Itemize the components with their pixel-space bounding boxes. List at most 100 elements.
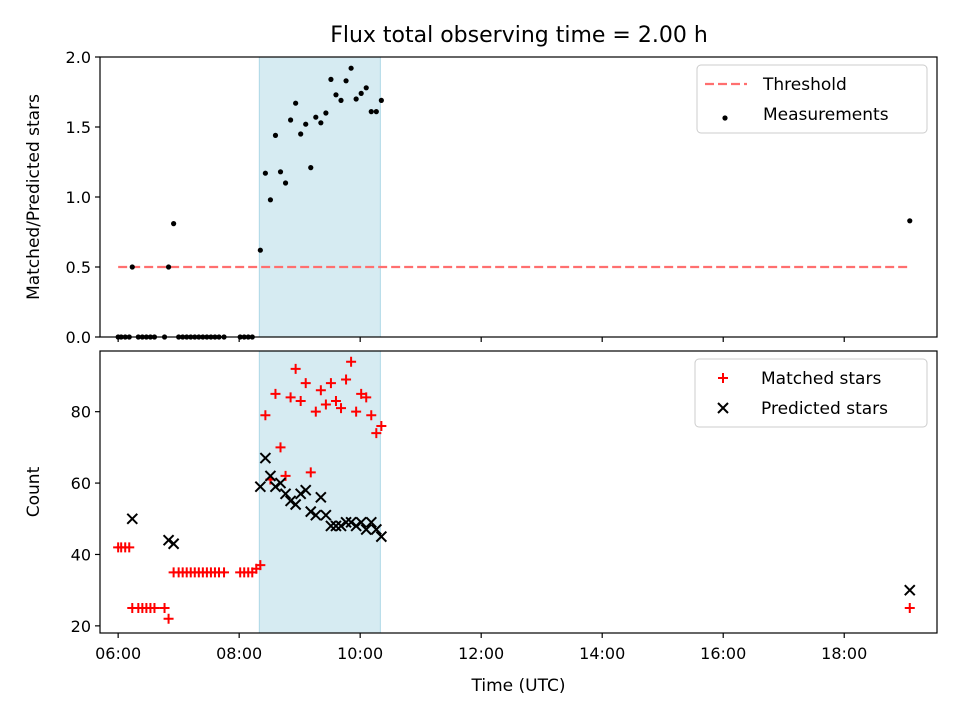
x-tick-label: 08:00	[216, 644, 262, 663]
legend-label: Matched stars	[761, 369, 881, 389]
bottom-panel: 20 40 60 80 06:00 08:00 10:00 12:00 14:00 16:00 18…	[24, 350, 938, 696]
data-point	[305, 505, 317, 518]
y-tick-label: 0.5	[66, 258, 91, 277]
y-tick-label: 1.5	[66, 118, 91, 137]
x-tick-label: 06:00	[95, 644, 141, 663]
data-point	[350, 520, 362, 532]
data-point	[264, 470, 277, 482]
x-tick-label: 16:00	[700, 644, 746, 663]
data-point	[358, 90, 364, 96]
y-tick-label: 40	[71, 545, 91, 564]
y-axis-label: Matched/Predicted stars	[24, 94, 44, 300]
data-point	[171, 221, 177, 227]
data-point	[282, 180, 289, 186]
data-point	[293, 100, 299, 106]
data-point	[360, 523, 372, 536]
data-point	[310, 406, 321, 417]
legend-x-swatch	[717, 402, 729, 414]
data-point	[290, 363, 301, 374]
data-point	[341, 374, 352, 385]
x-tick-label: 14:00	[579, 644, 625, 663]
data-point	[356, 388, 367, 399]
data-point	[162, 534, 175, 546]
data-point	[267, 197, 274, 203]
x-tick-label: 12:00	[458, 644, 504, 663]
legend: Matched stars Predicted stars	[694, 358, 928, 428]
data-point	[277, 169, 284, 175]
legend-label: Threshold	[762, 75, 847, 95]
series-predicted-stars	[126, 452, 916, 596]
data-point	[126, 513, 138, 525]
data-point	[313, 114, 319, 120]
data-point	[333, 92, 339, 98]
data-point	[368, 109, 374, 115]
legend-box	[694, 358, 928, 428]
data-point	[284, 495, 297, 507]
x-tick-label: 10:00	[337, 644, 383, 663]
data-point	[294, 488, 307, 500]
data-point	[376, 420, 387, 431]
data-point	[325, 520, 337, 532]
data-point	[285, 392, 296, 403]
data-point	[338, 97, 344, 103]
plot-frame	[99, 350, 938, 634]
y-axis-label: Count	[24, 466, 44, 517]
data-point	[295, 395, 306, 406]
data-point	[351, 406, 362, 417]
data-point	[907, 218, 913, 224]
data-point	[365, 516, 377, 529]
data-point	[373, 109, 379, 115]
shaded-interval	[258, 56, 381, 338]
data-point	[300, 484, 312, 496]
data-point	[370, 523, 383, 536]
data-point	[272, 132, 279, 138]
figure-title: Flux total observing time = 2.00 h	[330, 23, 708, 48]
data-point	[345, 516, 357, 529]
top-panel: 0.0 0.5 1.0 1.5 2.0 Matched/Predicted stars Th…	[24, 48, 938, 347]
data-point	[320, 509, 332, 521]
data-point	[165, 264, 172, 270]
y-tick-label: 2.0	[66, 48, 91, 67]
data-point	[343, 78, 349, 84]
y-tick-label: 0.0	[66, 328, 91, 347]
data-point	[254, 480, 267, 493]
data-point	[346, 356, 357, 367]
data-point	[303, 121, 309, 127]
data-point	[330, 395, 341, 406]
y-tick-label: 80	[71, 403, 91, 422]
y-tick-label: 1.0	[66, 188, 91, 207]
data-point	[124, 542, 135, 553]
legend-box	[696, 64, 928, 134]
data-point	[298, 131, 304, 137]
data-point	[355, 516, 367, 529]
data-point	[378, 97, 384, 103]
data-point	[287, 117, 294, 123]
data-point	[904, 603, 915, 614]
data-point	[320, 399, 331, 410]
y-tick-label: 20	[71, 617, 91, 636]
data-point	[375, 530, 388, 543]
data-point	[257, 247, 263, 253]
data-point	[315, 385, 326, 396]
data-point	[167, 538, 180, 550]
data-point	[260, 410, 271, 421]
data-point	[274, 477, 287, 489]
y-tick-label: 60	[71, 474, 91, 493]
data-point	[308, 165, 314, 171]
series-measurements	[115, 65, 913, 340]
data-point	[219, 567, 230, 578]
data-point	[289, 498, 302, 511]
data-point	[353, 96, 359, 102]
data-point	[159, 603, 170, 614]
data-point	[129, 264, 135, 270]
data-point	[275, 442, 286, 453]
data-point	[328, 76, 334, 82]
data-point	[336, 403, 347, 414]
data-point	[323, 110, 329, 116]
data-point	[366, 410, 377, 421]
data-point	[371, 428, 382, 439]
data-point	[279, 488, 292, 500]
legend: Threshold Measurements	[696, 64, 928, 134]
data-point	[262, 170, 268, 176]
